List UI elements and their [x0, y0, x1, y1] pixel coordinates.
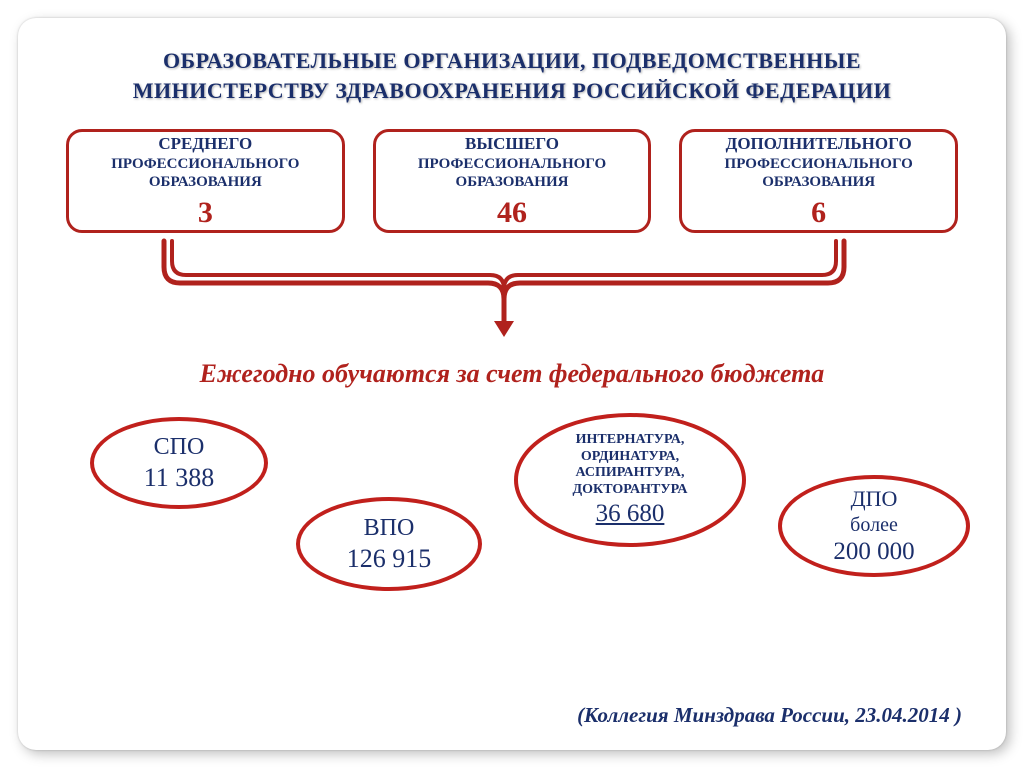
oval-line: СПО — [154, 433, 205, 462]
bracket-icon — [54, 231, 954, 351]
oval-line: ДПО — [851, 486, 898, 512]
oval-spo: СПО11 388 — [90, 417, 268, 509]
oval-line: более — [850, 513, 898, 537]
top-box-label: СРЕДНЕГО — [77, 133, 334, 154]
bracket-connector — [54, 231, 970, 351]
oval-line: ОРДИНАТУРА, — [581, 449, 679, 466]
title-line-2: МИНИСТЕРСТВУ ЗДРАВООХРАНЕНИЯ РОССИЙСКОЙ … — [54, 76, 970, 106]
top-box-count: 6 — [690, 194, 947, 232]
oval-vpo: ВПО126 915 — [296, 497, 482, 591]
top-box-label: ОБРАЗОВАНИЯ — [690, 173, 947, 192]
oval-postgrad: ИНТЕРНАТУРА,ОРДИНАТУРА,АСПИРАНТУРА,ДОКТО… — [514, 413, 746, 547]
top-box-count: 46 — [384, 194, 641, 232]
oval-line: 11 388 — [144, 462, 215, 493]
top-box-count: 3 — [77, 194, 334, 232]
top-box-label: ДОПОЛНИТЕЛЬНОГО — [690, 133, 947, 154]
oval-line: ИНТЕРНАТУРА, — [576, 432, 685, 449]
top-box-label: ПРОФЕССИОНАЛЬНОГО — [77, 155, 334, 174]
top-box-label: ПРОФЕССИОНАЛЬНОГО — [384, 155, 641, 174]
oval-line: ВПО — [364, 514, 415, 543]
oval-dpo: ДПОболее200 000 — [778, 475, 970, 577]
oval-line: 200 000 — [833, 537, 914, 567]
top-box-vpo: ВЫСШЕГО ПРОФЕССИОНАЛЬНОГО ОБРАЗОВАНИЯ 46 — [373, 129, 652, 233]
oval-line: АСПИРАНТУРА, — [575, 465, 684, 482]
oval-line: 126 915 — [347, 543, 432, 574]
top-box-label: ОБРАЗОВАНИЯ — [384, 173, 641, 192]
top-box-label: ПРОФЕССИОНАЛЬНОГО — [690, 155, 947, 174]
top-box-spo: СРЕДНЕГО ПРОФЕССИОНАЛЬНОГО ОБРАЗОВАНИЯ 3 — [66, 129, 345, 233]
oval-line: 36 680 — [596, 499, 665, 529]
top-box-label: ОБРАЗОВАНИЯ — [77, 173, 334, 192]
subtitle: Ежегодно обучаются за счет федерального … — [54, 359, 970, 389]
oval-line: ДОКТОРАНТУРА — [573, 482, 688, 499]
page-title: ОБРАЗОВАТЕЛЬНЫЕ ОРГАНИЗАЦИИ, ПОДВЕДОМСТВ… — [54, 46, 970, 105]
title-line-1: ОБРАЗОВАТЕЛЬНЫЕ ОРГАНИЗАЦИИ, ПОДВЕДОМСТВ… — [54, 46, 970, 76]
footer-citation: (Коллегия Минздрава России, 23.04.2014 ) — [577, 703, 962, 728]
oval-row: СПО11 388 ВПО126 915 ИНТЕРНАТУРА,ОРДИНАТ… — [54, 405, 970, 615]
slide-frame: ОБРАЗОВАТЕЛЬНЫЕ ОРГАНИЗАЦИИ, ПОДВЕДОМСТВ… — [18, 18, 1006, 750]
top-box-label: ВЫСШЕГО — [384, 133, 641, 154]
top-box-row: СРЕДНЕГО ПРОФЕССИОНАЛЬНОГО ОБРАЗОВАНИЯ 3… — [54, 129, 970, 233]
top-box-dpo: ДОПОЛНИТЕЛЬНОГО ПРОФЕССИОНАЛЬНОГО ОБРАЗО… — [679, 129, 958, 233]
